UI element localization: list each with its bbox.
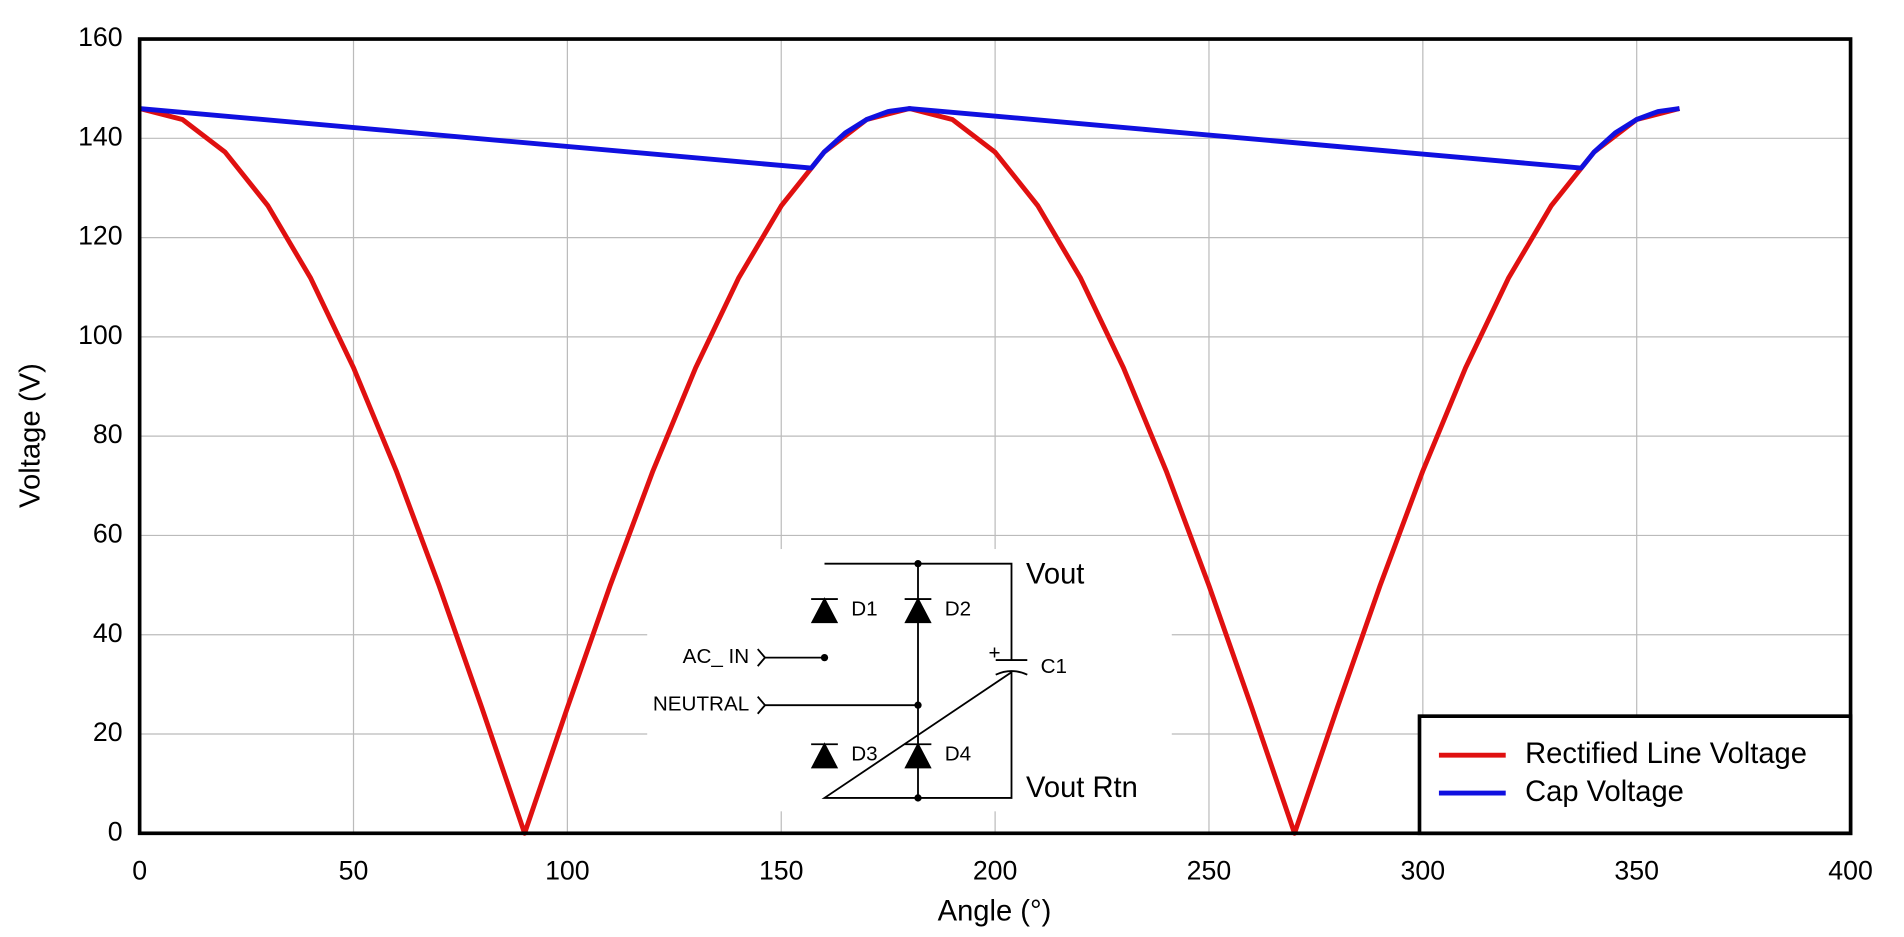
lines bbox=[139, 106, 1681, 836]
annotation: Vout Rtn bbox=[1026, 772, 1138, 804]
x-tick-label: 100 bbox=[545, 855, 590, 885]
x-tick-label: 50 bbox=[339, 855, 369, 885]
connectors bbox=[757, 648, 767, 715]
annotation: C1 bbox=[1041, 655, 1067, 678]
y-tick-label: 160 bbox=[78, 22, 123, 52]
annotation: Vout bbox=[1026, 559, 1084, 591]
series-line bbox=[139, 106, 1680, 171]
annotation: D4 bbox=[945, 743, 971, 766]
legend-label: Cap Voltage bbox=[1525, 776, 1684, 808]
annotation: AC_ IN bbox=[683, 645, 750, 668]
x-tick-label: 0 bbox=[132, 855, 147, 885]
y-tick-label: 20 bbox=[93, 717, 123, 747]
diodes bbox=[810, 560, 932, 802]
x-axis-label: Angle (°) bbox=[938, 895, 1052, 927]
schematic: + Vout D1 D2 C1 AC_ IN NEUTRAL D3 D4 Vou… bbox=[647, 549, 1172, 812]
y-axis-label: Voltage (V) bbox=[14, 363, 46, 508]
x-tick-label: 300 bbox=[1401, 855, 1446, 885]
annotation: D1 bbox=[851, 597, 877, 620]
plus-sign: + bbox=[988, 641, 1000, 664]
y-tick-label: 140 bbox=[78, 121, 123, 151]
y-tick-label: 40 bbox=[93, 618, 123, 648]
y-tick-label: 0 bbox=[108, 816, 123, 846]
annotation: D2 bbox=[945, 597, 971, 620]
capacitor bbox=[995, 659, 1028, 676]
annotation: D3 bbox=[851, 743, 877, 766]
y-tick-label: 100 bbox=[78, 320, 123, 350]
legend-label: Rectified Line Voltage bbox=[1525, 738, 1807, 770]
x-tick-label: 200 bbox=[973, 855, 1018, 885]
x-tick-label: 400 bbox=[1828, 855, 1873, 885]
y-tick-label: 120 bbox=[78, 221, 123, 251]
legend: Rectified Line Voltage Cap Voltage bbox=[1417, 714, 1853, 836]
annotation: NEUTRAL bbox=[653, 693, 749, 716]
y-tick-label: 80 bbox=[93, 419, 123, 449]
x-tick-label: 350 bbox=[1614, 855, 1659, 885]
x-tick-label: 250 bbox=[1187, 855, 1232, 885]
plot-frame bbox=[137, 37, 1853, 836]
legend-box bbox=[1417, 714, 1853, 836]
y-tick-label: 60 bbox=[93, 518, 123, 548]
x-tick-label: 150 bbox=[759, 855, 804, 885]
